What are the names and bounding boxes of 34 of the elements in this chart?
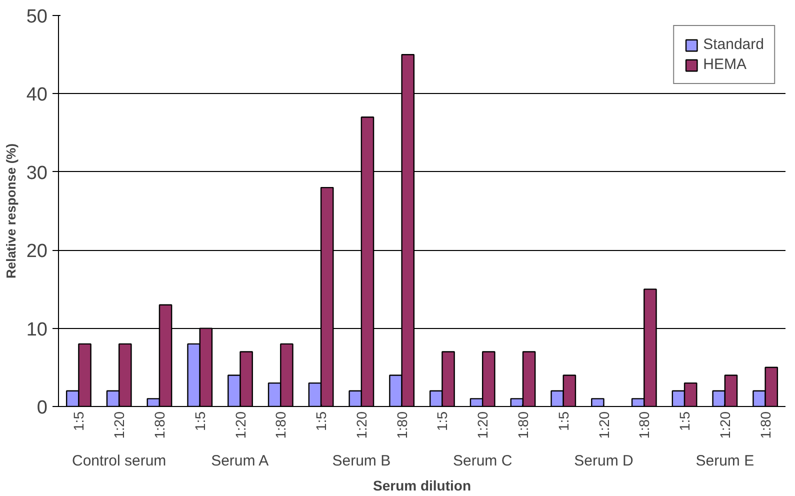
x-tick-label: 1:20 (716, 411, 733, 439)
x-tick-label: 1:80 (272, 411, 289, 439)
text: Control serum (72, 452, 166, 470)
x-tick-label: 1:5 (555, 411, 572, 431)
y-tick-label: 40 (26, 84, 48, 106)
text: Serum A (211, 452, 269, 470)
x-tick-label: 1:5 (192, 411, 208, 431)
x-tick-label: 1:80 (394, 411, 410, 439)
x-tick-label: 1:80 (151, 411, 168, 439)
x-tick-label: 1:5 (313, 411, 330, 431)
y-tick-label: 20 (26, 241, 48, 262)
x-tick-label: 1:80 (757, 411, 774, 439)
text: Serum C (452, 452, 512, 470)
y-tick-label: 10 (26, 319, 48, 340)
x-tick-label: 1:20 (353, 411, 370, 439)
x-tick-label: 1:20 (232, 411, 248, 439)
x-tick-label: 1:5 (434, 411, 450, 431)
text: Serum E (696, 452, 754, 470)
x-tick-label: 1:20 (474, 411, 491, 439)
y-tick-label: 0 (36, 398, 48, 418)
y-axis-title: Relative response (%) (3, 143, 18, 279)
x-tick-label: 1:20 (596, 411, 612, 439)
legend-label: HEMA (703, 56, 746, 73)
x-tick-label: 1:80 (636, 411, 652, 439)
x-axis-title: Serum dilution (373, 478, 471, 494)
text: Serum D (574, 452, 634, 470)
x-tick-label: 1:80 (514, 411, 531, 439)
text: Serum B (332, 452, 391, 470)
x-tick-label: 1:5 (676, 411, 693, 431)
y-tick-label: 30 (26, 162, 48, 184)
y-tick-label: 50 (26, 6, 48, 28)
x-tick-label: 1:5 (70, 411, 87, 431)
x-tick-label: 1:20 (111, 411, 128, 439)
legend-label: Standard (703, 36, 764, 53)
